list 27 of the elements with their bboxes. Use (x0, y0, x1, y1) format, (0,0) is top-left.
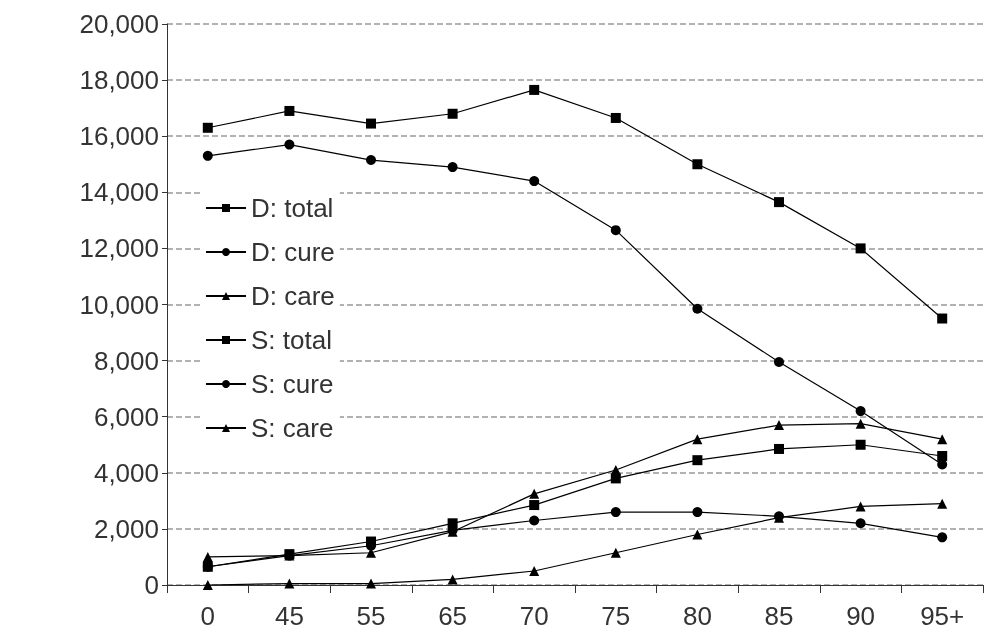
x-tick-label: 80 (682, 601, 712, 631)
legend-label: D: care (251, 281, 335, 311)
y-tick-label: 14,000 (79, 177, 159, 208)
x-tick-label: 70 (519, 601, 549, 631)
legend-label: D: total (251, 193, 334, 223)
x-tick-label: 85 (764, 601, 794, 631)
y-tick-label: 20,000 (79, 9, 159, 39)
y-tick-label: 4,000 (93, 457, 159, 488)
y-tick-label: 0 (144, 570, 159, 600)
y-tick-label: 18,000 (79, 65, 159, 96)
x-tick-label: 45 (274, 601, 304, 631)
x-tick-label: 90 (846, 601, 876, 631)
legend-label: S: total (251, 325, 332, 355)
y-tick-label: 2,000 (93, 513, 159, 544)
legend-label: D: cure (251, 237, 335, 267)
x-tick-label: 0 (200, 601, 216, 631)
legend-label: S: care (251, 413, 334, 443)
legend-label: S: cure (251, 369, 334, 399)
y-tick-label: 6,000 (93, 401, 159, 432)
y-tick-label: 16,000 (79, 121, 159, 152)
x-tick-label: 65 (438, 601, 468, 631)
y-tick-label: 12,000 (79, 233, 159, 264)
y-tick-label: 10,000 (79, 289, 159, 320)
x-tick-label: 95+ (920, 601, 965, 631)
x-tick-label: 75 (601, 601, 631, 631)
x-tick-label: 55 (356, 601, 386, 631)
y-tick-label: 8,000 (93, 345, 159, 376)
